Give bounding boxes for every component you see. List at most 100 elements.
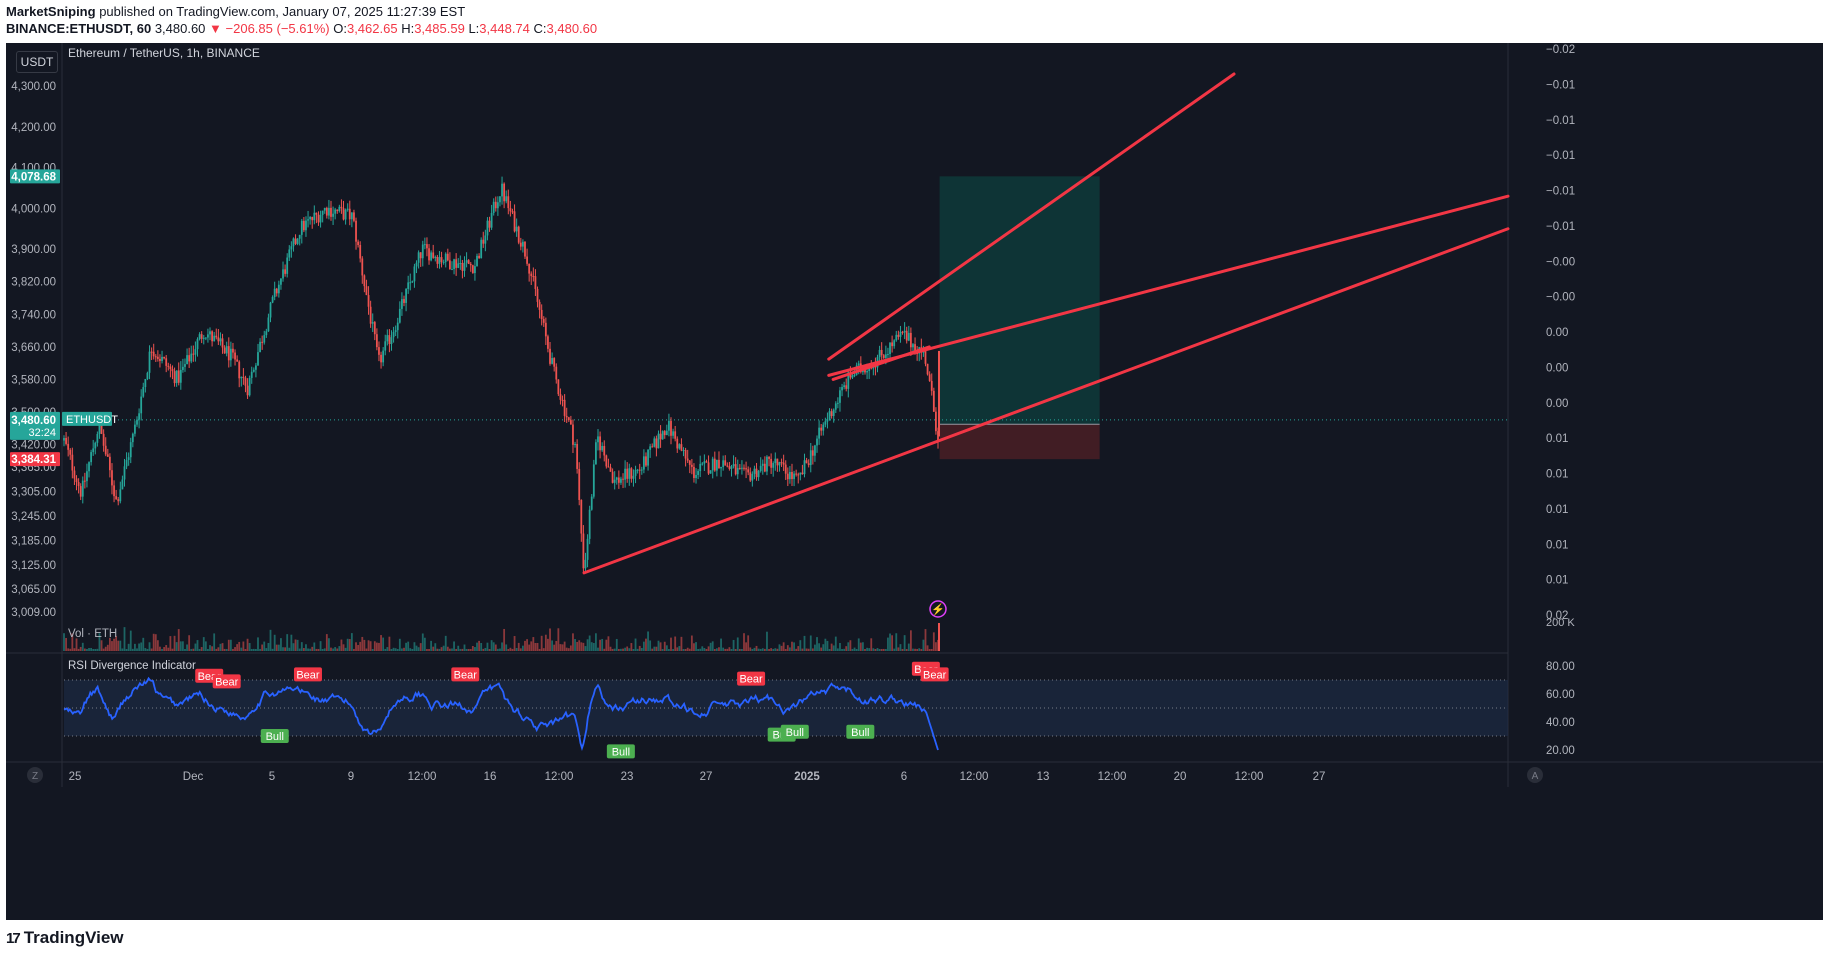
candle-body xyxy=(553,358,556,367)
price-tick: 4,300.00 xyxy=(11,81,56,93)
volume-bar xyxy=(526,639,528,651)
tradingview-logo[interactable]: 17 TradingView xyxy=(6,928,124,948)
currency-button[interactable]: USDT xyxy=(16,51,58,73)
candle-body xyxy=(227,346,230,361)
candle xyxy=(446,248,449,262)
current-price-text: 3,480.60 xyxy=(11,415,56,427)
candle xyxy=(413,263,416,288)
volume-bar xyxy=(597,647,599,651)
author-name[interactable]: MarketSniping xyxy=(6,4,96,19)
candle-body xyxy=(803,460,806,475)
candle xyxy=(448,252,451,270)
candle xyxy=(140,389,143,421)
volume-bar xyxy=(365,648,368,651)
volume-bar xyxy=(275,644,278,651)
candle-body xyxy=(653,438,656,447)
volume-bar xyxy=(426,649,428,651)
volume-bar xyxy=(127,643,130,651)
candle xyxy=(707,455,710,475)
volume-bar xyxy=(131,648,134,651)
candle-body xyxy=(426,244,428,249)
candle-body xyxy=(905,330,908,341)
candle xyxy=(207,328,209,343)
candle xyxy=(229,341,232,367)
volume-bar xyxy=(405,642,407,651)
candle xyxy=(584,552,587,574)
volume-bar xyxy=(96,648,99,651)
candle xyxy=(365,279,368,296)
candle-body xyxy=(353,212,355,221)
volume-bar xyxy=(595,633,597,651)
candle-body xyxy=(250,371,253,378)
candle xyxy=(832,408,835,423)
volume-bar xyxy=(313,642,316,651)
volume-bar xyxy=(674,636,677,651)
candle-body xyxy=(209,331,211,335)
candle-body xyxy=(413,266,416,282)
candle xyxy=(83,472,86,489)
candle-body xyxy=(244,377,247,386)
volume-bar xyxy=(839,643,841,651)
candle xyxy=(436,254,439,269)
volume-bar xyxy=(778,644,781,651)
time-tick: 13 xyxy=(1037,771,1050,783)
candle-body xyxy=(695,474,697,479)
volume-bar xyxy=(836,648,839,651)
time-tick: 9 xyxy=(348,771,354,783)
candle-body xyxy=(163,356,166,359)
volume-bar xyxy=(250,648,253,651)
right-tick: −0.00 xyxy=(1546,256,1575,268)
time-tick: Dec xyxy=(183,771,204,783)
volume-bar xyxy=(309,648,312,651)
volume-bar xyxy=(300,642,303,651)
a-button xyxy=(1527,767,1543,783)
volume-bar xyxy=(361,636,364,651)
candle-body xyxy=(661,431,664,440)
volume-bar xyxy=(432,646,435,651)
candle-body xyxy=(219,338,222,342)
candle-body xyxy=(866,371,868,373)
candle-body xyxy=(845,385,848,389)
candle-body xyxy=(584,559,587,569)
volume-bar xyxy=(726,648,729,651)
label-box xyxy=(260,729,289,743)
candle xyxy=(363,274,366,293)
candle-body xyxy=(275,288,278,294)
label-text: Bear xyxy=(296,669,320,681)
volume-bar xyxy=(922,639,925,651)
chart-canvas[interactable]: ⚡ BearBearBullBearBearBullBearBullBullBu… xyxy=(6,43,1823,920)
candle xyxy=(693,463,695,483)
candle-body xyxy=(544,322,547,337)
volume-bar xyxy=(891,635,894,651)
volume-bar xyxy=(814,644,816,651)
current-price-bg xyxy=(10,411,60,440)
candle-body xyxy=(565,415,568,418)
candle xyxy=(634,465,637,484)
candle xyxy=(826,412,829,429)
candle xyxy=(555,363,558,384)
candle-body xyxy=(319,214,322,223)
candle xyxy=(444,252,447,268)
candle xyxy=(907,325,910,342)
candle xyxy=(797,472,800,484)
candle-body xyxy=(678,444,681,449)
volume-bar xyxy=(569,645,572,651)
volume-bar xyxy=(161,648,163,651)
volume-bar xyxy=(926,645,929,651)
volume-bar xyxy=(930,649,933,651)
candle-body xyxy=(73,470,76,479)
candle xyxy=(653,436,656,448)
candle-body xyxy=(889,342,891,355)
chart-frame[interactable]: ⚡ BearBearBullBearBearBullBearBullBullBu… xyxy=(6,43,1823,920)
volume-bar xyxy=(628,648,631,651)
volume-bar xyxy=(252,648,255,651)
candle-body xyxy=(603,445,606,456)
candle-body xyxy=(436,256,439,264)
candle xyxy=(286,253,289,278)
volume-bar xyxy=(766,631,768,651)
volume-bar xyxy=(709,642,712,651)
volume-bar xyxy=(480,642,483,651)
candle xyxy=(609,463,612,472)
candle xyxy=(302,217,305,233)
candle-body xyxy=(309,216,312,220)
